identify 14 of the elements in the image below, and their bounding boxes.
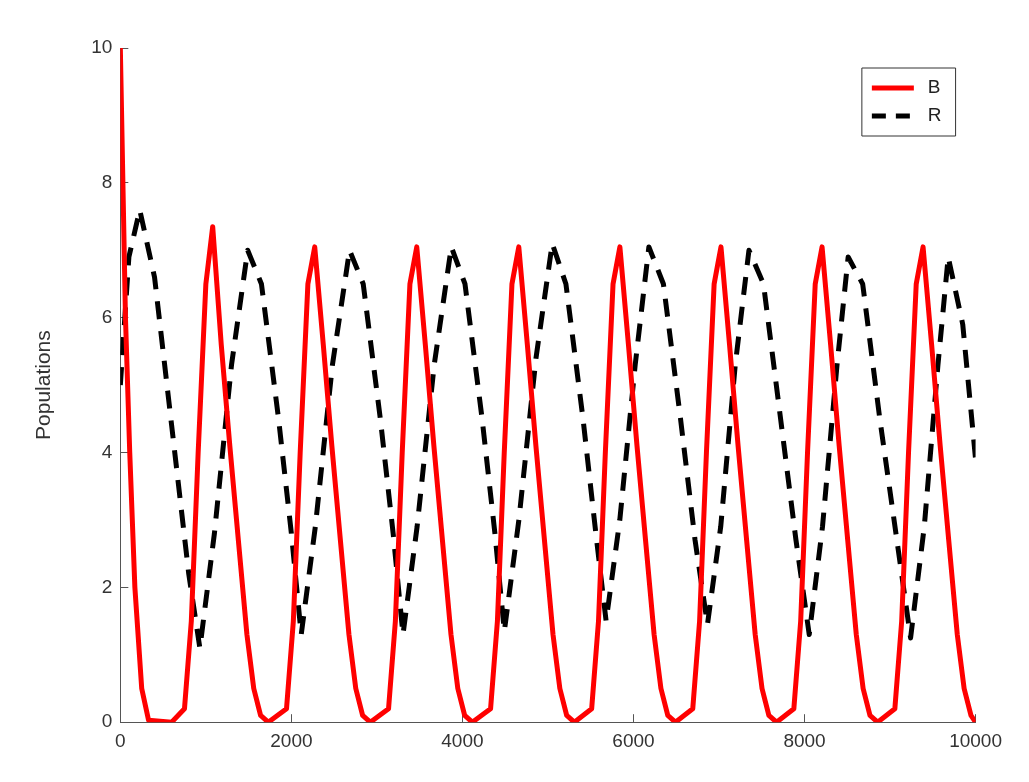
y-tick-label: 10 xyxy=(91,36,113,58)
x-tick-label: 10000 xyxy=(949,729,1002,751)
y-tick-label: 0 xyxy=(101,710,113,732)
legend-label: B xyxy=(927,76,941,98)
x-tick-label: 6000 xyxy=(612,729,655,751)
legend-label: R xyxy=(927,104,942,126)
y-tick-label: 8 xyxy=(101,171,113,193)
x-tick-label: 2000 xyxy=(270,729,313,751)
x-tick-label: 4000 xyxy=(441,729,484,751)
y-tick-label: 2 xyxy=(101,575,113,597)
y-tick-label: 4 xyxy=(101,440,113,462)
x-tick-label: 8000 xyxy=(783,729,826,751)
y-axis-title: Populations xyxy=(31,330,55,440)
y-tick-label: 6 xyxy=(101,305,113,327)
